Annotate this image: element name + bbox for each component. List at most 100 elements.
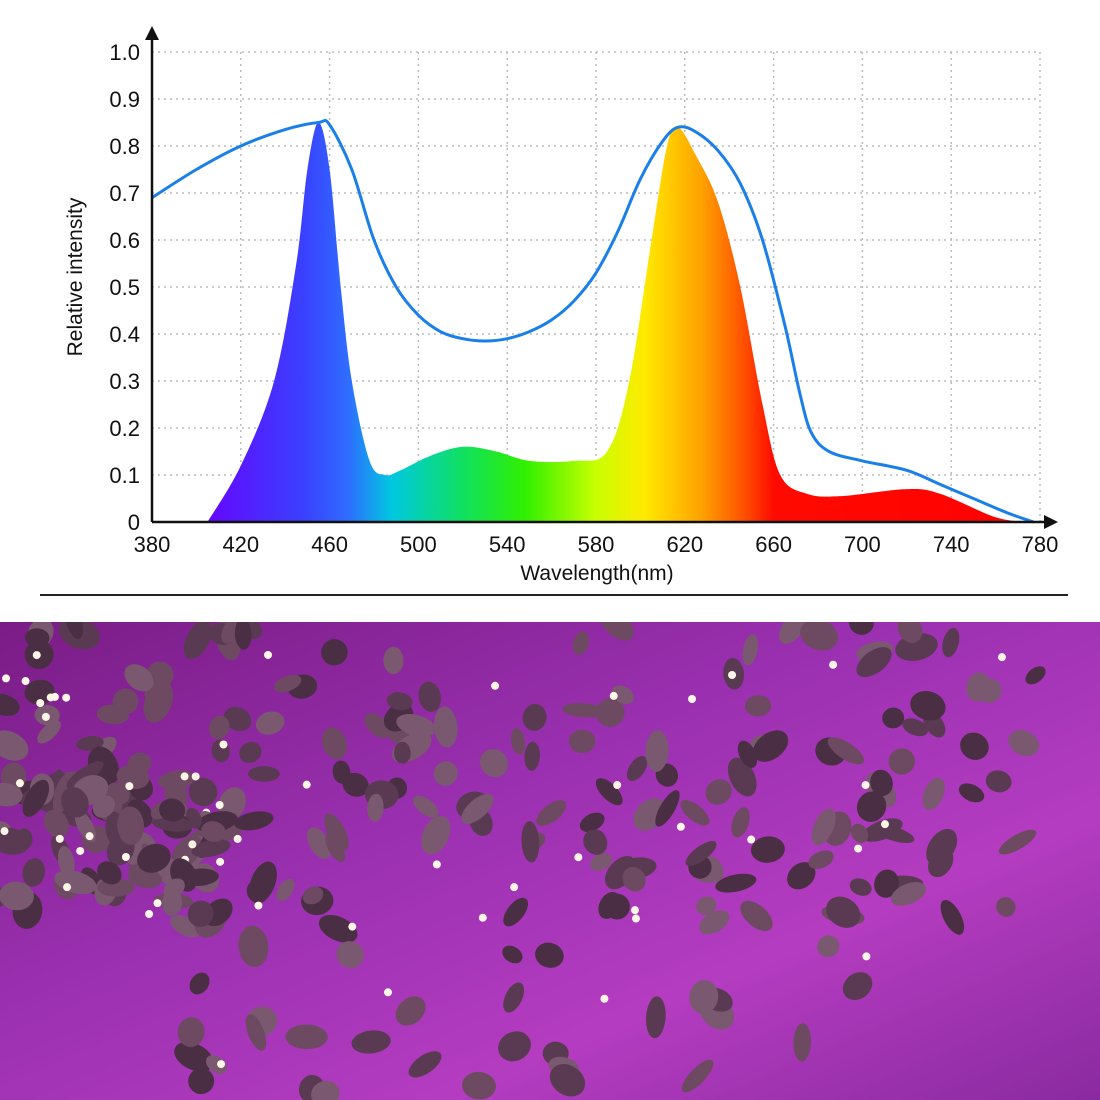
leaf <box>174 1041 214 1072</box>
leaf <box>850 823 869 843</box>
leaf <box>856 791 887 822</box>
flower <box>688 695 697 704</box>
leaf <box>342 772 369 797</box>
leaf <box>742 634 759 666</box>
x-tick-label: 700 <box>844 532 881 557</box>
leaf <box>793 1023 812 1062</box>
x-tick-label: 500 <box>400 532 437 557</box>
flower <box>829 660 838 669</box>
flower <box>613 781 622 790</box>
leaf <box>498 1031 531 1062</box>
leaf <box>396 713 436 737</box>
flower <box>2 674 11 683</box>
leaf <box>208 715 230 740</box>
leaf <box>744 695 772 717</box>
leaf <box>645 996 666 1039</box>
leaf <box>177 1017 205 1048</box>
flower <box>254 901 263 910</box>
leaf <box>731 807 750 838</box>
leaf <box>274 674 302 693</box>
leaf <box>590 853 612 871</box>
leaf <box>849 622 874 635</box>
flower <box>219 740 228 749</box>
leaf <box>201 821 226 842</box>
divider-line <box>40 594 1068 596</box>
flower <box>491 681 500 690</box>
leaf <box>245 1014 267 1051</box>
flower <box>609 691 618 700</box>
flower <box>264 650 273 659</box>
flower <box>348 922 357 931</box>
leaf <box>307 827 332 859</box>
leaf <box>191 839 231 858</box>
leaf <box>595 778 623 806</box>
flower <box>125 782 134 791</box>
leaf <box>187 900 214 927</box>
x-tick-label: 780 <box>1022 532 1059 557</box>
leaf <box>808 850 834 870</box>
strawberry-plants-photo <box>0 622 1100 1100</box>
leaf <box>461 793 494 824</box>
leaf <box>325 833 346 863</box>
leaf <box>206 1055 227 1074</box>
flower <box>0 827 9 836</box>
flower <box>191 772 200 781</box>
flower <box>15 779 24 788</box>
leaf <box>180 868 219 886</box>
flower <box>217 1060 226 1069</box>
leaf <box>568 729 596 754</box>
leaf <box>22 779 50 817</box>
leaf <box>611 685 635 705</box>
leaf <box>124 664 154 692</box>
leaf <box>188 1068 215 1095</box>
leaf <box>522 703 547 731</box>
flower <box>854 844 863 853</box>
flower <box>510 883 519 892</box>
leaf <box>882 707 905 729</box>
leaf <box>645 730 669 772</box>
y-tick-label: 0 <box>128 510 140 535</box>
x-tick-label: 660 <box>755 532 792 557</box>
flower <box>32 651 41 660</box>
leaf <box>248 766 280 782</box>
leaf <box>958 783 985 803</box>
leaf <box>699 910 730 935</box>
leaf <box>685 840 717 866</box>
leaf <box>985 770 1012 793</box>
y-tick-label: 0.8 <box>109 134 140 159</box>
leaf <box>324 813 349 851</box>
y-axis-label: Relative intensity <box>64 197 87 356</box>
leaf <box>22 858 45 887</box>
leaf <box>842 972 873 1000</box>
leaf <box>928 848 954 878</box>
leaf <box>811 808 836 846</box>
leaf <box>0 693 20 716</box>
leaf <box>502 945 523 964</box>
leaf <box>137 843 171 873</box>
flower <box>861 781 870 790</box>
flower <box>62 693 71 702</box>
flower <box>153 899 162 908</box>
leaf <box>395 996 426 1026</box>
leaf <box>336 941 364 969</box>
flower <box>302 780 311 789</box>
leaf <box>285 1024 328 1050</box>
leaf <box>276 878 295 902</box>
leaf <box>598 891 621 919</box>
leaf <box>870 769 893 796</box>
leaf <box>897 622 923 644</box>
leaf <box>572 631 589 655</box>
leaf <box>255 711 285 735</box>
leaf <box>753 730 789 762</box>
leaf <box>940 899 965 935</box>
leaf <box>421 815 451 855</box>
leaf <box>163 878 185 899</box>
leaf <box>37 720 61 744</box>
leaf <box>0 782 23 807</box>
leaf <box>408 1051 442 1078</box>
foliage <box>0 622 1046 1100</box>
leaf <box>159 798 186 822</box>
leaf <box>817 935 840 958</box>
x-tick-label: 580 <box>578 532 615 557</box>
leaf <box>0 827 31 855</box>
